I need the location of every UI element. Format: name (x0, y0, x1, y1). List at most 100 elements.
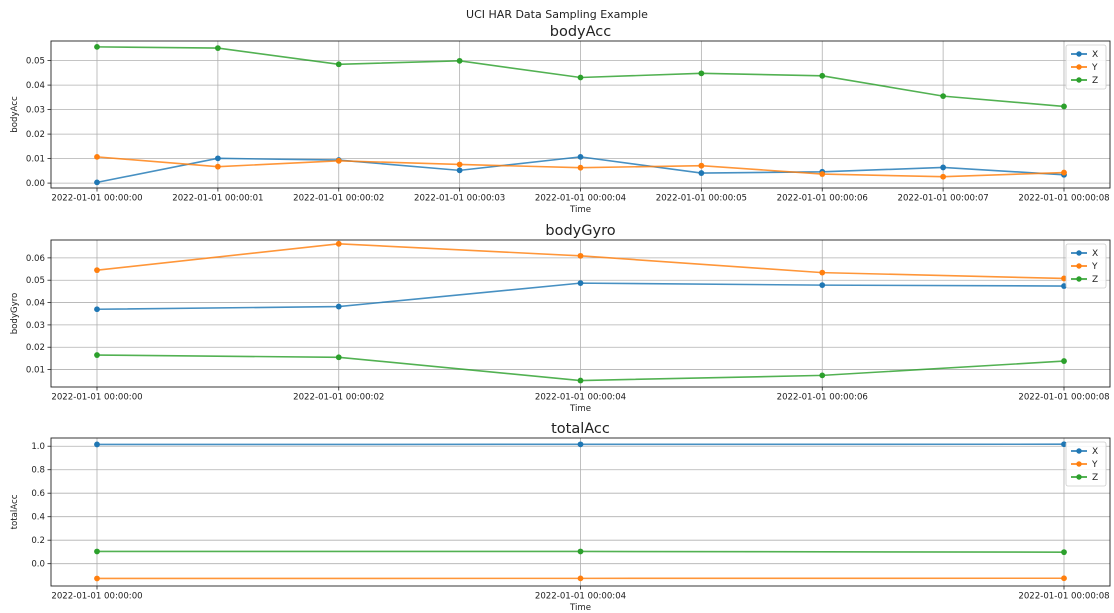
legend-entry-y: Y (1071, 63, 1098, 73)
x-tick-label: 2022-01-01 00:00:04 (535, 592, 626, 602)
legend-label: Z (1092, 275, 1098, 285)
data-point (335, 61, 342, 68)
x-tick-label: 2022-01-01 00:00:08 (1018, 393, 1109, 403)
x-tick-label: 2022-01-01 00:00:07 (897, 194, 988, 204)
series-z (94, 548, 1067, 556)
data-point (214, 163, 221, 170)
data-point (94, 352, 100, 358)
data-point (456, 57, 463, 64)
legend-label: Y (1091, 460, 1098, 470)
data-point (335, 354, 342, 361)
x-tick-label: 2022-01-01 00:00:05 (656, 194, 747, 204)
series-y (94, 575, 1067, 582)
data-point (577, 280, 584, 287)
y-tick-label: 0.05 (26, 57, 45, 67)
legend-entry-z: Z (1071, 473, 1098, 483)
y-tick-label: 0.2 (31, 536, 45, 546)
legend-marker (1076, 474, 1082, 480)
x-tick-label: 2022-01-01 00:00:03 (414, 194, 505, 204)
data-point (94, 441, 100, 448)
legend-marker (1076, 263, 1082, 269)
y-tick-label: 0.02 (26, 343, 45, 353)
y-tick-label: 0.6 (31, 489, 45, 499)
data-point (94, 179, 100, 186)
chart-title-totalacc: totalAcc (551, 421, 610, 437)
data-point (94, 575, 100, 582)
data-point (1061, 103, 1067, 110)
data-point (577, 153, 584, 160)
data-point (577, 575, 584, 582)
data-point (1061, 441, 1067, 448)
data-point (1061, 549, 1067, 556)
data-point (456, 161, 463, 168)
legend-label: Z (1092, 76, 1098, 86)
y-tick-label: 0.4 (31, 513, 45, 523)
data-point (335, 240, 342, 247)
data-point (577, 377, 584, 384)
x-axis-label: Time (569, 603, 591, 613)
data-point (698, 170, 705, 176)
chart-totalacc: totalAcc 0.0 0.2 0.4 0.6 0.8 1.0 2022-01-01 00:… (10, 421, 1111, 613)
legend-entry-z: Z (1071, 76, 1098, 86)
y-tick-label: 0.04 (26, 299, 45, 309)
data-point (94, 43, 100, 50)
data-point (577, 548, 584, 555)
data-point (940, 93, 947, 100)
legend-label: X (1092, 447, 1098, 457)
x-tick-label: 2022-01-01 00:00:00 (51, 393, 142, 403)
y-axis-label: bodyAcc (10, 96, 20, 133)
data-point (577, 441, 584, 448)
y-tick-label: 0.01 (26, 155, 45, 165)
chart-bodygyro: bodyGyro 0.01 0.02 0.03 0.04 0.05 0.06 2022-01-… (10, 223, 1111, 414)
data-point (456, 167, 463, 174)
data-point (819, 372, 826, 379)
data-point (1061, 169, 1067, 176)
data-point (1061, 283, 1067, 289)
data-point (214, 155, 221, 162)
x-tick-label: 2022-01-01 00:00:08 (1018, 592, 1109, 602)
legend-marker (1076, 276, 1082, 282)
legend-entry-x: X (1071, 50, 1098, 60)
series-z (94, 352, 1067, 384)
legend-entry-z: Z (1071, 275, 1098, 285)
legend-entry-x: X (1071, 447, 1098, 457)
chart-title-bodygyro: bodyGyro (545, 223, 615, 239)
data-point (94, 306, 100, 313)
x-tick-label: 2022-01-01 00:00:00 (51, 194, 142, 204)
x-tick-label: 2022-01-01 00:00:04 (535, 393, 626, 403)
legend-bodyacc: XYZ (1065, 44, 1107, 90)
legend-marker (1076, 51, 1082, 57)
chart-bodyacc: bodyAcc 0.00 0.01 0.02 0.03 0.04 0.05 2022-01-0… (10, 24, 1111, 215)
data-point (94, 153, 100, 160)
grid-totalacc (51, 438, 1110, 586)
data-point (940, 164, 947, 171)
grid-bodygyro (51, 240, 1110, 387)
data-point (577, 164, 584, 171)
data-point (335, 303, 342, 310)
legend-entry-y: Y (1071, 262, 1098, 272)
data-point (819, 269, 826, 276)
x-tick-label: 2022-01-01 00:00:06 (777, 194, 868, 204)
series-x (94, 280, 1067, 313)
series-y (94, 240, 1067, 282)
y-tick-label: 0.03 (26, 106, 45, 116)
legend-label: Z (1092, 473, 1098, 483)
y-tick-label: 0.03 (26, 321, 45, 331)
x-tick-label: 2022-01-01 00:00:00 (51, 592, 142, 602)
legend-entry-x: X (1071, 249, 1098, 259)
x-tick-label: 2022-01-01 00:00:06 (777, 393, 868, 403)
x-tick-label: 2022-01-01 00:00:08 (1018, 194, 1109, 204)
legend-marker (1076, 250, 1082, 256)
data-point (819, 282, 826, 289)
x-axis-label: Time (569, 404, 591, 414)
x-tick-label: 2022-01-01 00:00:04 (535, 194, 626, 204)
legend-label: X (1092, 249, 1098, 259)
y-axis-label: bodyGyro (10, 293, 20, 335)
legend-label: Y (1091, 262, 1098, 272)
y-tick-label: 0.00 (26, 179, 45, 189)
x-tick-label: 2022-01-01 00:00:02 (293, 393, 384, 403)
legend-marker (1076, 64, 1082, 70)
legend-entry-y: Y (1071, 460, 1098, 470)
series-y (94, 153, 1067, 180)
